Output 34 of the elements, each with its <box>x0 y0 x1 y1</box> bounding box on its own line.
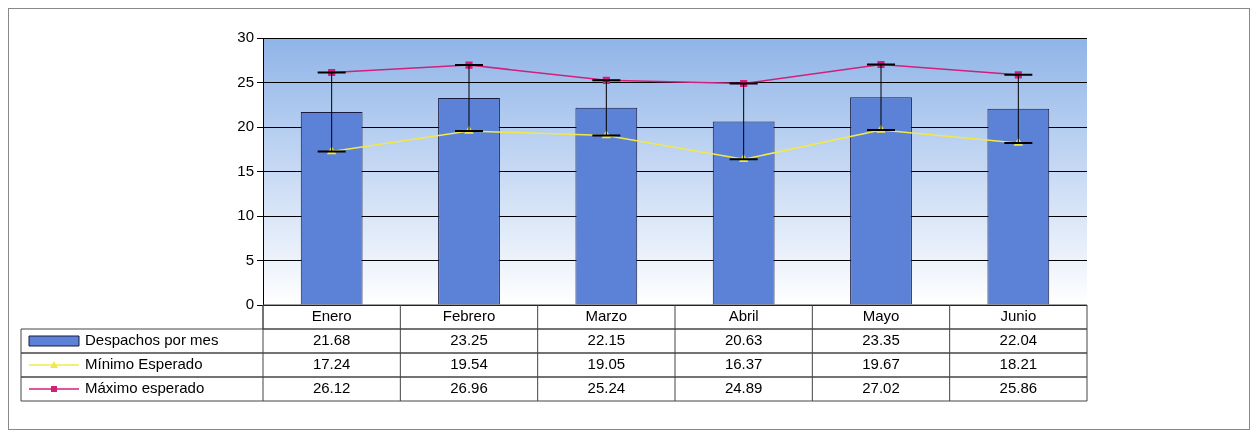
data-label: 19.67 <box>862 355 900 373</box>
data-label: 19.54 <box>450 355 488 373</box>
legend-label: Máximo esperado <box>85 379 205 397</box>
data-label: 26.96 <box>450 379 488 397</box>
x-tick-label: Junio <box>1000 307 1037 325</box>
data-label: 19.05 <box>587 355 626 373</box>
data-label: 18.21 <box>999 355 1038 373</box>
data-label: 23.25 <box>450 331 488 349</box>
data-label: 20.63 <box>724 331 763 349</box>
x-tick-label: Marzo <box>585 307 628 325</box>
legend-label: Mínimo Esperado <box>85 355 203 373</box>
data-label: 24.89 <box>724 379 763 397</box>
data-label: 22.15 <box>587 331 626 349</box>
y-tick-label: 0 <box>245 295 254 313</box>
y-tick-label: 20 <box>237 117 254 135</box>
y-tick-label: 5 <box>245 250 254 268</box>
data-label: 26.12 <box>312 379 351 397</box>
x-tick-label: Mayo <box>862 307 900 325</box>
data-label: 22.04 <box>999 331 1038 349</box>
y-tick-label: 25 <box>237 72 254 90</box>
data-label: 17.24 <box>312 355 351 373</box>
data-label: 25.86 <box>999 379 1038 397</box>
y-tick-label: 15 <box>237 161 254 179</box>
data-label: 21.68 <box>312 331 351 349</box>
x-tick-label: Febrero <box>442 307 496 325</box>
data-label: 25.24 <box>587 379 626 397</box>
data-label: 23.35 <box>862 331 900 349</box>
y-tick-label: 10 <box>237 206 254 224</box>
x-tick-label: Abril <box>728 307 759 325</box>
x-tick-label: Enero <box>311 307 352 325</box>
y-tick-label: 30 <box>237 28 254 46</box>
legend-label: Despachos por mes <box>85 331 219 349</box>
data-label: 27.02 <box>862 379 900 397</box>
data-label: 16.37 <box>724 355 763 373</box>
